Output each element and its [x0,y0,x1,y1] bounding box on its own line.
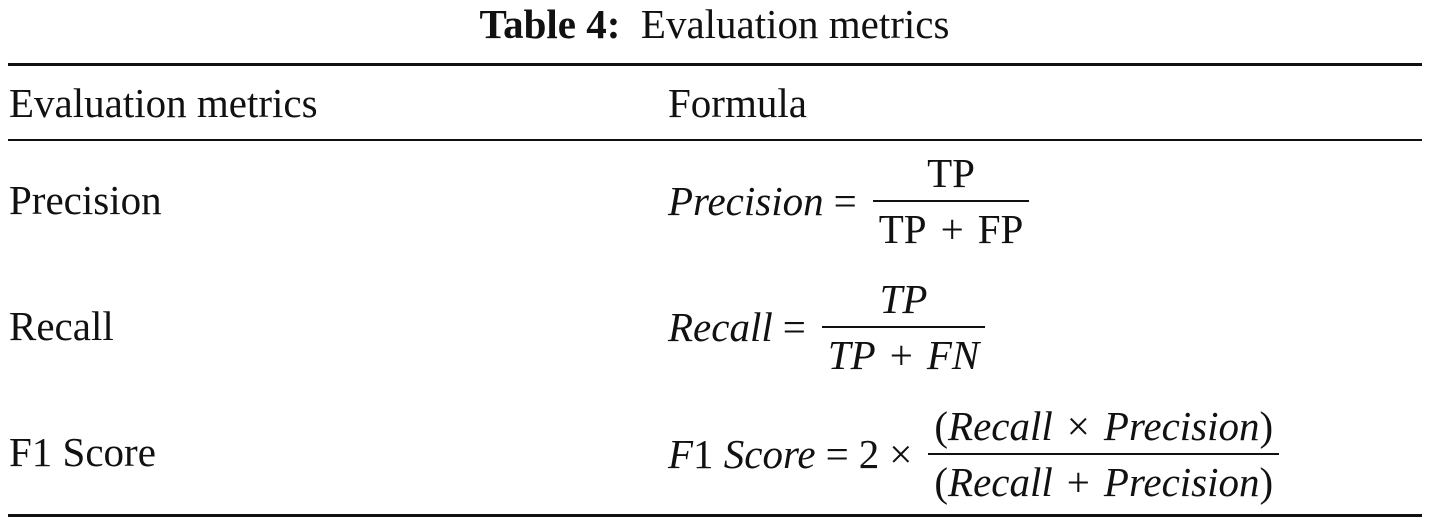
formula-precision-den-b: FP [977,206,1024,252]
header-rule [8,139,1422,141]
caption-title: Evaluation metrics [640,1,950,47]
formula-recall-den-a: TP [827,332,876,378]
formula-recall-numerator: TP [879,276,928,322]
row-label-recall: Recall [9,303,114,349]
formula-recall-equals: = [782,304,806,350]
formula-f1-times: × [889,431,913,477]
formula-recall-fraction: TP TP + FN [821,276,986,378]
formula-f1-coefficient: 2 [858,431,880,477]
row-label-f1-score: F1 Score [9,429,156,475]
formula-recall-denominator: TP + FN [821,326,986,378]
formula-f1-num-op: × [1066,403,1090,449]
header-formula: Formula [668,80,807,126]
formula-f1-den-close: ) [1259,459,1274,505]
formula-f1-lhs-word: Score [723,431,816,477]
formula-f1-denominator: (Recall + Precision) [928,453,1280,505]
formula-f1-num-open: ( [934,403,949,449]
formula-f1-fraction: (Recall × Precision) (Recall + Precision) [928,403,1280,505]
formula-recall-den-b: FN [926,332,980,378]
bottom-rule [8,514,1422,517]
formula-recall: Recall = TP TP + FN [668,272,986,382]
formula-f1-den-b: Precision [1103,459,1260,505]
formula-precision-den-a: TP [878,206,927,252]
row-label-precision: Precision [9,177,162,223]
formula-precision-fraction: TP TP + FP [872,150,1030,252]
formula-recall-lhs: Recall [668,304,773,350]
formula-recall-den-op: + [889,332,913,378]
formula-precision-lhs: Precision [668,178,824,224]
caption-label: Table 4: [479,1,621,47]
formula-f1-lhs-var: F [668,431,694,477]
formula-precision: Precision = TP TP + FP [668,146,1030,256]
top-rule [8,63,1422,66]
formula-f1-num-close: ) [1259,403,1274,449]
formula-f1-den-open: ( [934,459,949,505]
formula-precision-numerator: TP [927,150,975,196]
header-metric: Evaluation metrics [9,80,318,126]
formula-f1-num-a: Recall [948,403,1053,449]
formula-f1-den-a: Recall [948,459,1053,505]
table-caption: Table 4: Evaluation metrics [0,0,1429,52]
formula-f1-lhs-num: 1 [693,431,714,477]
formula-precision-den-op: + [940,206,964,252]
formula-f1-equals: = [825,431,849,477]
formula-f1-den-op: + [1066,459,1090,505]
formula-f1-num-b: Precision [1103,403,1260,449]
formula-precision-denominator: TP + FP [872,200,1030,252]
formula-precision-equals: = [833,178,857,224]
formula-f1-numerator: (Recall × Precision) [928,403,1279,453]
